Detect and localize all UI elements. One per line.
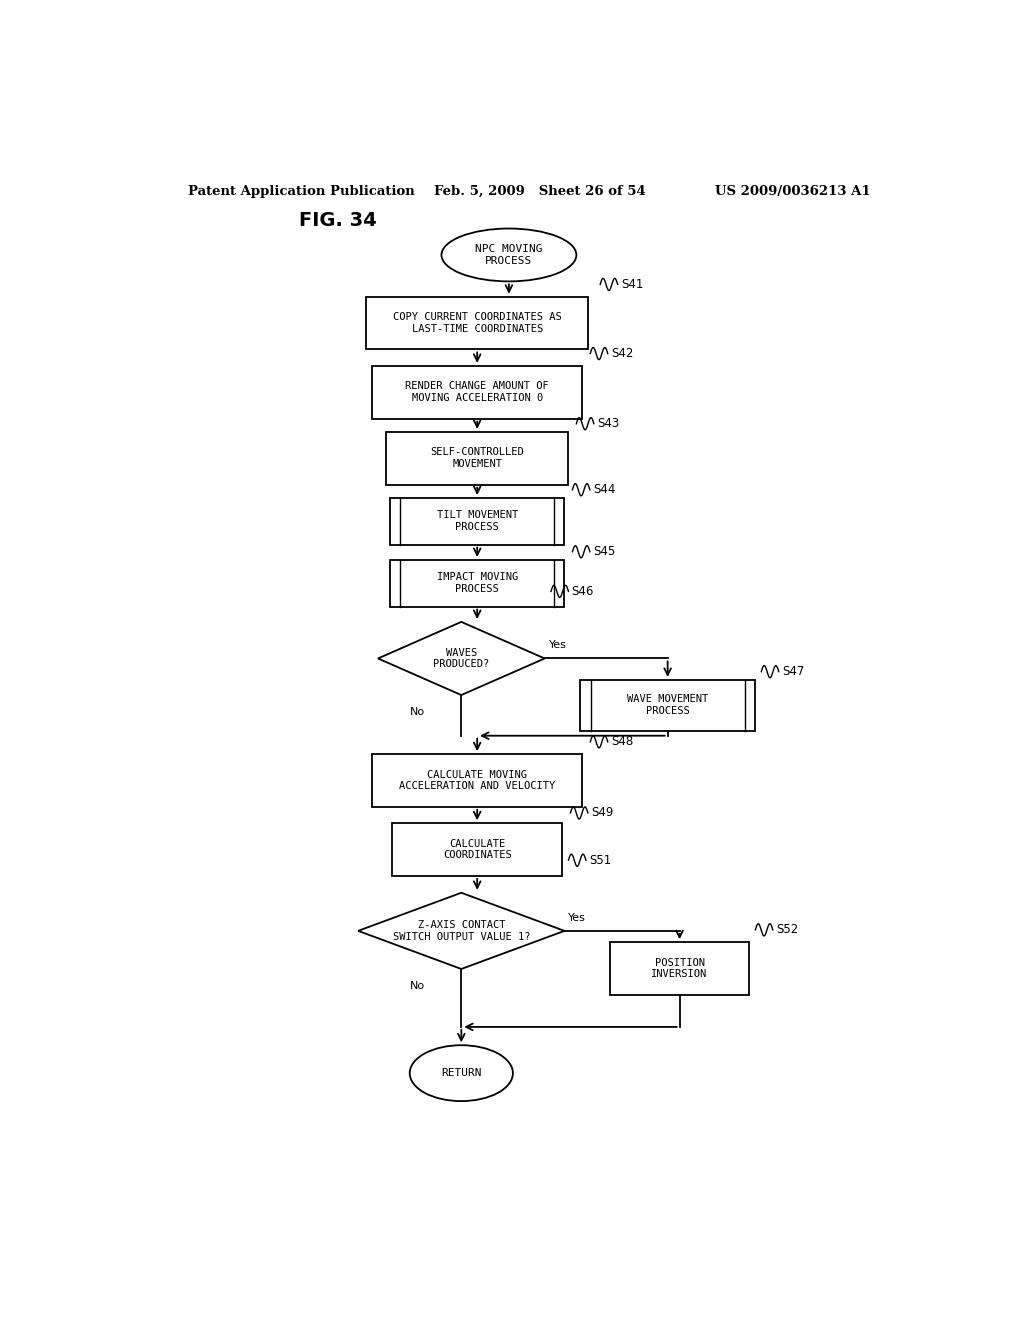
Text: S52: S52: [776, 924, 799, 936]
Text: No: No: [410, 981, 425, 991]
Text: IMPACT MOVING
PROCESS: IMPACT MOVING PROCESS: [436, 573, 518, 594]
Text: POSITION
INVERSION: POSITION INVERSION: [651, 958, 708, 979]
Text: CALCULATE MOVING
ACCELERATION AND VELOCITY: CALCULATE MOVING ACCELERATION AND VELOCI…: [399, 770, 555, 791]
Text: FIG. 34: FIG. 34: [299, 211, 377, 230]
Text: S45: S45: [593, 545, 615, 558]
Text: Patent Application Publication: Patent Application Publication: [187, 185, 415, 198]
Text: TILT MOVEMENT
PROCESS: TILT MOVEMENT PROCESS: [436, 511, 518, 532]
Text: No: No: [410, 708, 425, 717]
Text: CALCULATE
COORDINATES: CALCULATE COORDINATES: [442, 838, 512, 861]
Text: NPC MOVING
PROCESS: NPC MOVING PROCESS: [475, 244, 543, 265]
Text: US 2009/0036213 A1: US 2009/0036213 A1: [715, 185, 870, 198]
Text: S41: S41: [621, 279, 643, 290]
Text: S47: S47: [782, 665, 804, 678]
Text: S46: S46: [571, 585, 594, 598]
Text: Z-AXIS CONTACT
SWITCH OUTPUT VALUE 1?: Z-AXIS CONTACT SWITCH OUTPUT VALUE 1?: [392, 920, 530, 941]
Text: SELF-CONTROLLED
MOVEMENT: SELF-CONTROLLED MOVEMENT: [430, 447, 524, 469]
Text: WAVE MOVEMENT
PROCESS: WAVE MOVEMENT PROCESS: [627, 694, 709, 715]
Text: WAVES
PRODUCED?: WAVES PRODUCED?: [433, 648, 489, 669]
Text: S42: S42: [611, 347, 633, 360]
Text: S43: S43: [597, 417, 620, 430]
Text: COPY CURRENT COORDINATES AS
LAST-TIME COORDINATES: COPY CURRENT COORDINATES AS LAST-TIME CO…: [393, 313, 561, 334]
Text: S51: S51: [589, 854, 611, 867]
Text: RETURN: RETURN: [441, 1068, 481, 1078]
Text: S49: S49: [591, 807, 613, 820]
Text: S44: S44: [593, 483, 615, 496]
Text: RENDER CHANGE AMOUNT OF
MOVING ACCELERATION 0: RENDER CHANGE AMOUNT OF MOVING ACCELERAT…: [406, 381, 549, 403]
Text: Feb. 5, 2009   Sheet 26 of 54: Feb. 5, 2009 Sheet 26 of 54: [433, 185, 645, 198]
Text: S48: S48: [611, 735, 633, 748]
Text: Yes: Yes: [568, 912, 587, 923]
Text: Yes: Yes: [549, 640, 566, 651]
